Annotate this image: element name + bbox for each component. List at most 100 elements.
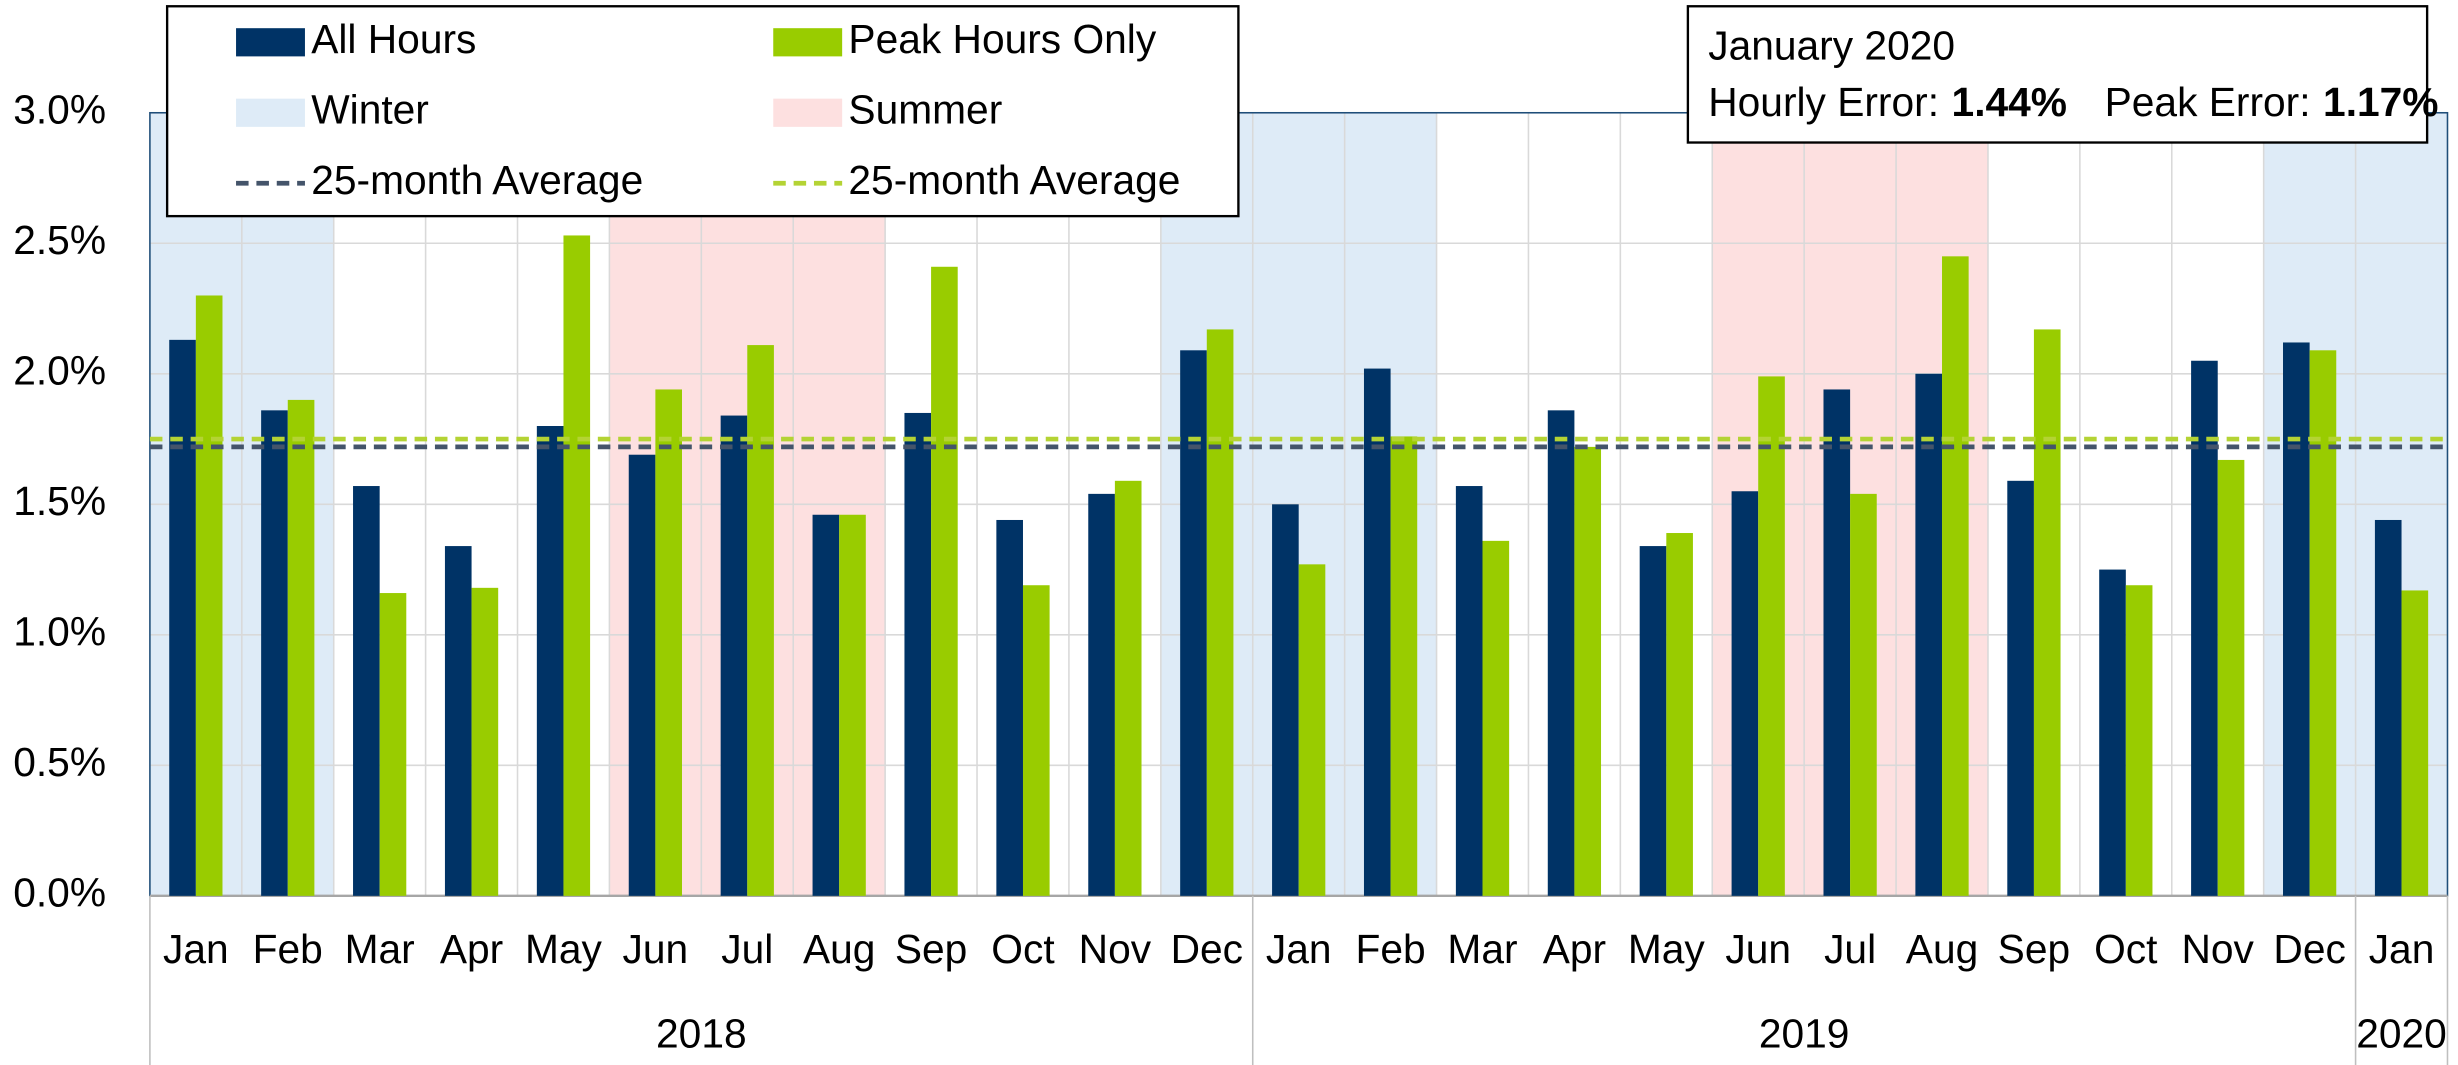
x-tick-label: Jun [623, 926, 689, 972]
bar [1114, 480, 1142, 896]
bar [1942, 256, 1969, 896]
annotation-part: 1.17% [2323, 79, 2438, 125]
x-tick-label: Jul [721, 926, 773, 972]
group-label: 2020 [2356, 1011, 2447, 1057]
annotation-text: Hourly Error: 1.44% Peak Error: 1.17% [1708, 79, 2438, 125]
bar [904, 412, 932, 896]
bar [2283, 342, 2310, 896]
x-tick-label: Mar [345, 926, 415, 972]
bar [1731, 491, 1759, 896]
x-tick-label: Sep [1998, 926, 2070, 972]
x-tick-label: Jun [1725, 926, 1791, 972]
bar [996, 519, 1023, 896]
x-tick-label: Dec [2273, 926, 2345, 972]
bar [1088, 493, 1115, 896]
bar [655, 389, 682, 896]
bar [1455, 486, 1483, 896]
x-tick-label: Nov [2182, 926, 2255, 972]
bar [2191, 360, 2218, 896]
y-tick-label: 2.5% [13, 217, 106, 263]
x-tick-label: Sep [895, 926, 967, 972]
x-tick-label: May [1628, 926, 1706, 972]
bar [2099, 569, 2126, 896]
annotation-part: 1.44% [1952, 79, 2067, 125]
x-tick-label: May [525, 926, 603, 972]
x-tick-label: Feb [253, 926, 323, 972]
bar [1574, 446, 1602, 896]
annotation-title: January 2020 [1708, 22, 1955, 68]
bar [261, 410, 288, 896]
bar [563, 235, 591, 896]
legend-label: Winter [311, 87, 429, 133]
x-tick-label: Oct [991, 926, 1055, 972]
legend-label: 25-month Average [311, 157, 643, 203]
bar [287, 399, 315, 896]
bar [1639, 546, 1667, 896]
legend-label: 25-month Average [848, 157, 1180, 203]
legend-label: Peak Hours Only [848, 16, 1156, 62]
x-tick-label: Jan [163, 926, 229, 972]
bar [1206, 329, 1234, 896]
bar [536, 426, 564, 896]
bar [2309, 350, 2337, 896]
bar [628, 454, 656, 896]
x-tick-label: Oct [2094, 926, 2158, 972]
legend-swatch [236, 98, 305, 127]
bar [1758, 376, 1785, 896]
x-tick-label: Jan [2369, 926, 2435, 972]
annotation-part: Peak Error: [2105, 79, 2311, 125]
x-tick-label: Feb [1356, 926, 1426, 972]
bar [1298, 564, 1326, 896]
x-tick-label: Jul [1824, 926, 1876, 972]
x-tick-label: Nov [1079, 926, 1152, 972]
legend-swatch [773, 98, 843, 127]
bar [812, 514, 840, 896]
bar [1915, 373, 1943, 896]
bar [353, 486, 380, 896]
x-tick-label: Aug [1906, 926, 1978, 972]
bar [2033, 329, 2061, 896]
bar [1272, 504, 1299, 896]
x-tick-label: Mar [1447, 926, 1517, 972]
bar [169, 339, 196, 896]
legend-swatch [773, 28, 843, 57]
annotation-box [1686, 5, 2429, 144]
group-label: 2019 [1759, 1011, 1850, 1057]
bar [2374, 519, 2402, 896]
bar [1180, 350, 1207, 896]
bar [1482, 540, 1510, 896]
bar [747, 345, 774, 896]
group-label: 2018 [656, 1011, 747, 1057]
bar [1823, 389, 1851, 896]
bar [1390, 436, 1418, 896]
bar [471, 587, 499, 896]
bar [379, 593, 407, 896]
bar [2217, 459, 2245, 896]
bar [2007, 480, 2034, 896]
y-tick-label: 1.5% [13, 478, 106, 524]
bar [444, 546, 472, 896]
legend-swatch [236, 28, 305, 57]
bar [1022, 585, 1050, 896]
legend-box [165, 5, 1240, 218]
x-tick-label: Apr [1543, 926, 1606, 972]
bar [720, 415, 748, 896]
y-tick-label: 0.5% [13, 739, 106, 785]
legend-label: Summer [848, 87, 1002, 133]
bar [839, 514, 866, 896]
bar [1547, 410, 1575, 896]
bar [1666, 533, 1693, 896]
y-tick-label: 3.0% [13, 87, 106, 133]
legend-label: All Hours [311, 16, 476, 62]
bar [1850, 493, 1877, 896]
x-tick-label: Apr [440, 926, 503, 972]
x-tick-label: Dec [1171, 926, 1243, 972]
bar [1363, 368, 1391, 896]
annotation-part: Hourly Error: [1708, 79, 1939, 125]
bar [195, 295, 223, 896]
bar [931, 266, 958, 896]
x-tick-label: Aug [803, 926, 875, 972]
bar [2401, 590, 2429, 896]
